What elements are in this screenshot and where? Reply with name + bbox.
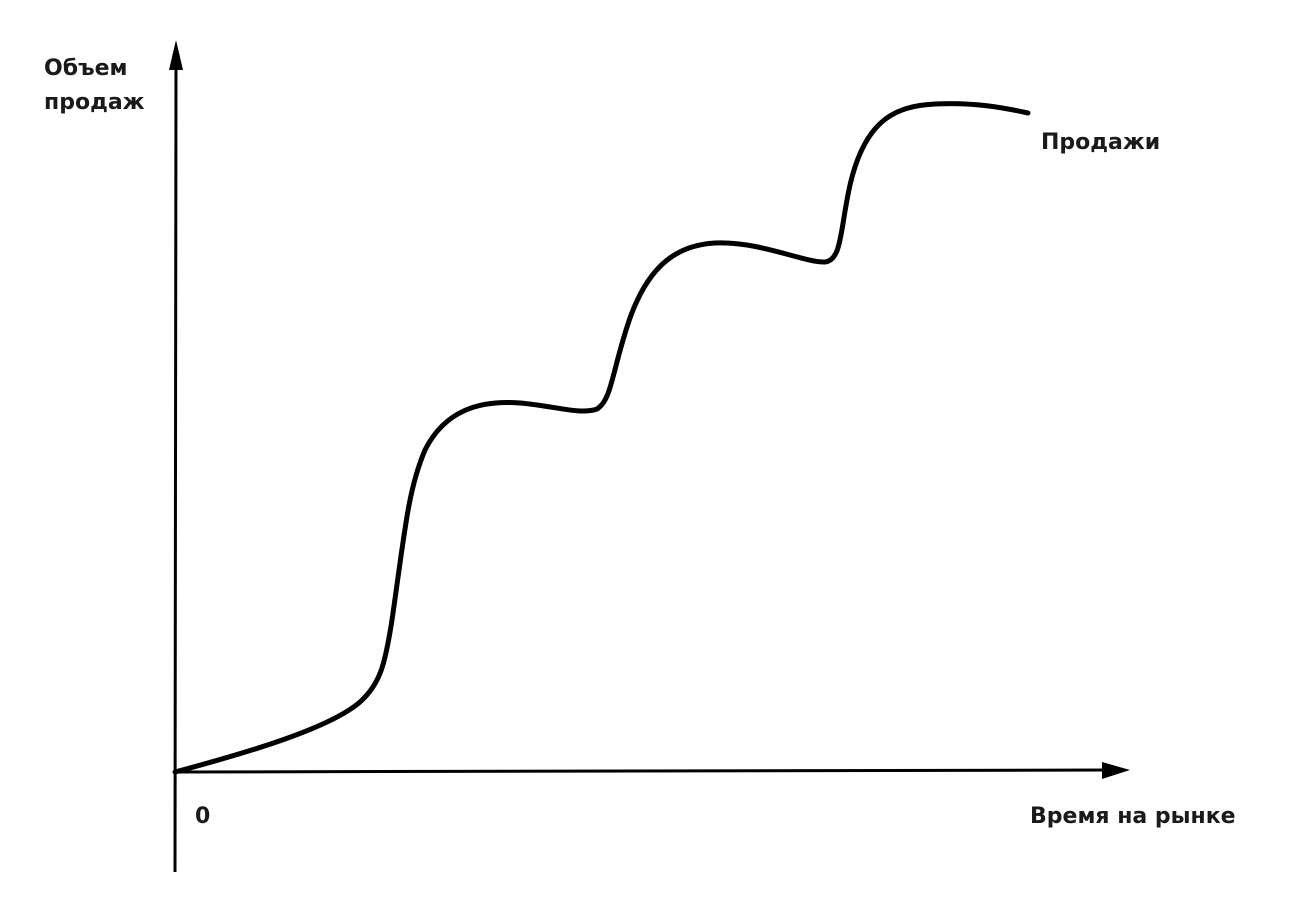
sales-curve: [172, 101, 1031, 775]
y-axis-arrowhead: [169, 40, 183, 70]
curve-label: Продажи: [1041, 130, 1161, 155]
y-axis-label-line1: Объем: [44, 56, 128, 81]
y-axis-line: [173, 61, 178, 873]
x-axis-arrowhead: [1102, 762, 1130, 779]
y-axis-label-line2: продаж: [44, 90, 145, 115]
x-axis-line: [174, 768, 1109, 774]
y-axis-label: Объем продаж: [44, 52, 145, 120]
origin-label: 0: [195, 804, 211, 829]
x-axis-label: Время на рынке: [1030, 804, 1236, 829]
